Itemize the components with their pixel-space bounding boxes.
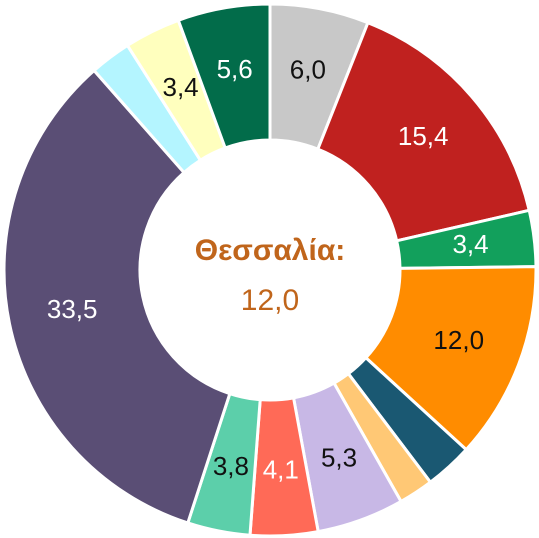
data-label: 5,6	[217, 54, 253, 84]
data-label: 15,4	[398, 121, 449, 151]
segment	[315, 20, 532, 243]
data-label: 4,1	[263, 455, 299, 485]
data-label: 3,8	[213, 451, 249, 481]
segment	[176, 2, 272, 150]
data-label: 5,3	[321, 443, 357, 473]
center-value: 12,0	[241, 284, 299, 317]
data-label: 3,4	[452, 229, 488, 259]
data-label: 33,5	[47, 294, 98, 324]
center-title: Θεσσαλία:	[195, 234, 346, 267]
data-label: 12,0	[433, 325, 484, 355]
segment	[2, 68, 232, 525]
data-label: 6,0	[290, 54, 326, 84]
data-label: 3,4	[162, 72, 198, 102]
